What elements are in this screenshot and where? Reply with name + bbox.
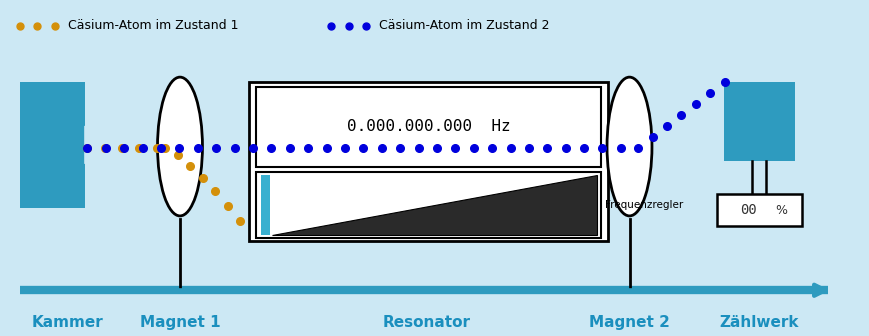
Text: Frequenzregler: Frequenzregler <box>605 200 683 210</box>
Polygon shape <box>271 175 596 235</box>
Polygon shape <box>85 126 103 164</box>
Text: Resonator: Resonator <box>381 315 470 330</box>
Text: 00: 00 <box>740 203 756 217</box>
FancyBboxPatch shape <box>261 175 269 235</box>
Text: Cäsium-Atom im Zustand 2: Cäsium-Atom im Zustand 2 <box>378 19 548 32</box>
Text: Zählwerk: Zählwerk <box>719 315 798 330</box>
Text: 0.000.000.000  Hz: 0.000.000.000 Hz <box>347 119 510 134</box>
FancyBboxPatch shape <box>716 195 800 226</box>
FancyBboxPatch shape <box>20 82 85 208</box>
FancyBboxPatch shape <box>255 87 600 167</box>
Ellipse shape <box>157 77 202 216</box>
Text: %: % <box>774 204 786 217</box>
Text: Magnet 2: Magnet 2 <box>588 315 669 330</box>
Text: Magnet 1: Magnet 1 <box>140 315 220 330</box>
FancyBboxPatch shape <box>249 82 607 241</box>
Ellipse shape <box>607 77 651 216</box>
Text: Cäsium-Atom im Zustand 1: Cäsium-Atom im Zustand 1 <box>68 19 238 32</box>
Text: Kammer: Kammer <box>31 315 103 330</box>
FancyBboxPatch shape <box>255 172 600 238</box>
FancyBboxPatch shape <box>723 82 793 161</box>
